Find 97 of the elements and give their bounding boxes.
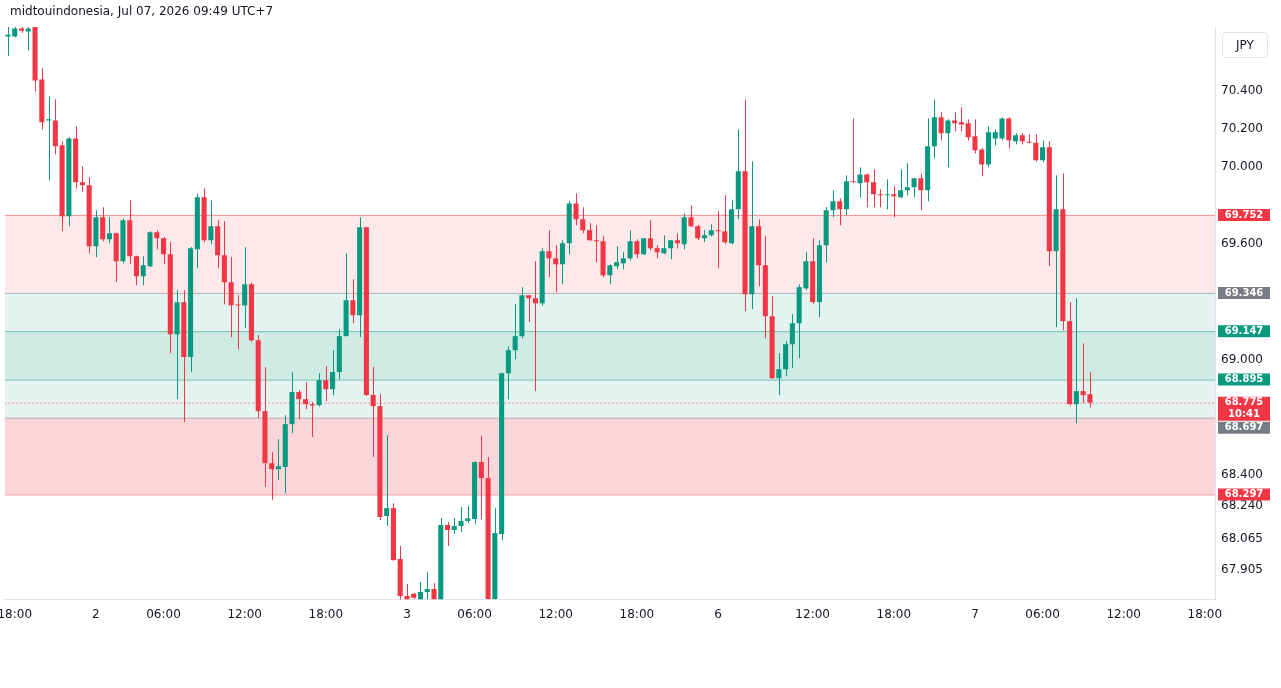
x-tick-label: 12:00 <box>1106 606 1142 621</box>
ref-line-label: 68.775 10:41 <box>1224 396 1264 420</box>
x-tick-label: 18:00 <box>876 606 912 621</box>
candlestick <box>1040 139 1046 163</box>
candlestick <box>100 206 106 242</box>
candlestick <box>505 345 511 400</box>
candlestick <box>627 229 633 261</box>
candlestick <box>918 172 924 211</box>
chart-title: midtouindonesia, Jul 07, 2026 09:49 UTC+7 <box>10 4 274 18</box>
y-tick-label: 70.200 <box>1221 120 1263 135</box>
candlestick <box>776 352 782 396</box>
ref-line-label: 68.697 <box>1224 421 1264 433</box>
candlestick <box>647 219 653 251</box>
ref-line-label: 69.752 <box>1224 208 1264 220</box>
candlestick <box>789 313 795 369</box>
candlestick <box>898 168 904 199</box>
candlestick <box>1033 133 1039 162</box>
candlestick <box>573 192 579 226</box>
candlestick <box>512 303 518 360</box>
candlestick <box>323 365 329 402</box>
x-tick-label: 12:00 <box>227 606 262 621</box>
y-tick-label: 68.400 <box>1221 466 1263 481</box>
candlestick <box>938 111 944 141</box>
y-tick-label: 70.400 <box>1221 82 1263 97</box>
candlestick <box>661 234 667 255</box>
candlestick <box>958 106 964 132</box>
candlestick <box>952 111 958 132</box>
y-tick-label: 69.000 <box>1221 351 1263 366</box>
x-tick-label: 18:00 <box>1187 606 1223 621</box>
candlestick <box>133 255 140 286</box>
candlestick <box>154 229 160 250</box>
candlestick <box>384 434 390 527</box>
y-tick-label: 70.000 <box>1221 159 1263 174</box>
candlestick <box>688 204 694 228</box>
x-tick-label: 7 <box>971 606 979 621</box>
y-axis-title: JPY <box>1222 32 1268 58</box>
candlestick <box>715 210 721 269</box>
y-tick-label: 67.905 <box>1221 561 1263 576</box>
candlestick <box>593 224 599 263</box>
candlestick <box>275 438 282 481</box>
candlestick <box>722 194 728 245</box>
x-tick-label: 6 <box>714 606 722 621</box>
x-tick-label: 18:00 <box>308 606 344 621</box>
x-tick-label: 06:00 <box>457 606 492 621</box>
candlestick <box>864 172 870 208</box>
candlestick <box>580 206 586 234</box>
candlestick <box>79 165 85 193</box>
candlestick <box>634 238 640 259</box>
x-tick-label: 06:00 <box>146 606 181 621</box>
candlestick <box>106 216 112 244</box>
candlestick <box>546 229 552 278</box>
candlestick <box>830 189 836 218</box>
x-tick-label: 2 <box>92 606 100 621</box>
candlestick <box>424 571 430 600</box>
candlestick <box>228 256 234 338</box>
candlestick <box>478 435 484 520</box>
x-tick-label: 06:00 <box>1025 606 1060 621</box>
candlestick <box>877 188 883 208</box>
candlestick <box>614 245 620 270</box>
candlestick <box>857 166 863 198</box>
candlestick <box>1073 297 1079 424</box>
candlestick <box>330 349 336 396</box>
candlestick <box>891 185 897 218</box>
candlestick <box>945 118 951 168</box>
candlestick <box>884 178 890 210</box>
candlestick <box>161 236 167 265</box>
ref-line-label: 69.147 <box>1224 324 1264 336</box>
x-tick-label: 18:00 <box>619 606 655 621</box>
candlestick <box>559 239 566 285</box>
x-tick-label: 12:00 <box>538 606 574 621</box>
candlestick <box>837 197 843 226</box>
candlestick <box>350 278 356 324</box>
candlestick <box>553 244 559 293</box>
y-tick-label: 69.600 <box>1221 236 1263 251</box>
candlestick <box>445 521 451 547</box>
candlestick <box>1006 116 1012 149</box>
candlestick <box>850 117 856 184</box>
x-tick-label: 3 <box>403 606 411 621</box>
y-tick-label: 68.240 <box>1221 497 1263 512</box>
candlestick <box>269 451 275 501</box>
ref-line-label: 69.346 <box>1224 286 1264 298</box>
ref-line-label: 68.297 <box>1224 488 1264 500</box>
y-tick-label: 68.065 <box>1221 531 1263 546</box>
candlestick <box>911 177 917 198</box>
candlestick <box>607 263 613 285</box>
candlestick <box>979 147 985 177</box>
candlestick <box>526 294 532 323</box>
candlestick <box>235 294 241 350</box>
ref-line-label: 68.895 <box>1224 373 1264 385</box>
candlestick <box>532 260 538 392</box>
candlestick <box>242 246 248 329</box>
candlestick <box>208 199 214 245</box>
candlestick <box>870 168 877 208</box>
candlestick <box>458 506 464 533</box>
candlestick <box>904 162 910 196</box>
x-tick-label: 12:00 <box>795 606 830 621</box>
candlestick <box>668 239 674 260</box>
